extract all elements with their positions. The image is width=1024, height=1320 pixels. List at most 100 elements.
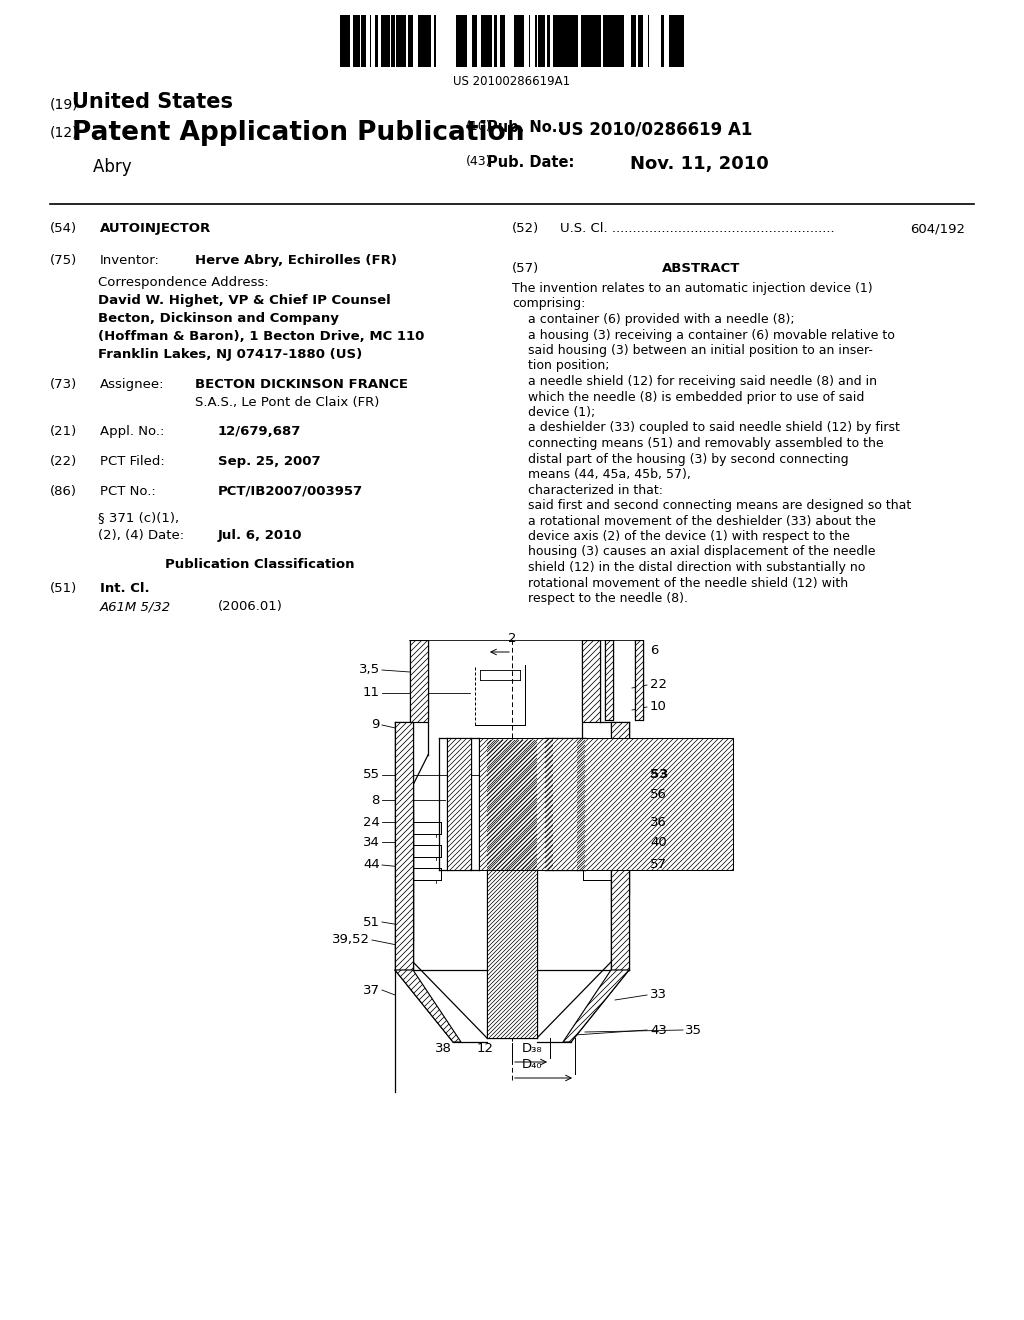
Text: 57: 57 bbox=[650, 858, 667, 871]
Bar bbox=[345, 15, 346, 67]
Text: Sep. 25, 2007: Sep. 25, 2007 bbox=[218, 455, 321, 469]
Text: housing (3) causes an axial displacement of the needle: housing (3) causes an axial displacement… bbox=[512, 545, 876, 558]
Bar bbox=[563, 15, 566, 67]
Bar bbox=[361, 15, 367, 67]
Text: 3,5: 3,5 bbox=[358, 664, 380, 676]
Polygon shape bbox=[563, 970, 629, 1041]
Bar bbox=[426, 15, 428, 67]
Bar bbox=[631, 15, 633, 67]
Text: (2006.01): (2006.01) bbox=[218, 601, 283, 612]
Bar bbox=[638, 15, 641, 67]
Bar bbox=[396, 15, 399, 67]
Text: (21): (21) bbox=[50, 425, 77, 438]
Text: Correspondence Address:: Correspondence Address: bbox=[98, 276, 268, 289]
Text: 44: 44 bbox=[364, 858, 380, 871]
Text: (2), (4) Date:: (2), (4) Date: bbox=[98, 529, 184, 543]
Text: 10: 10 bbox=[650, 701, 667, 714]
Bar bbox=[570, 15, 571, 67]
Text: U.S. Cl. ......................................................: U.S. Cl. ...............................… bbox=[560, 222, 835, 235]
Text: PCT/IB2007/003957: PCT/IB2007/003957 bbox=[218, 484, 364, 498]
Bar bbox=[484, 15, 487, 67]
Text: D₃₈: D₃₈ bbox=[522, 1041, 543, 1055]
Text: S.A.S., Le Pont de Claix (FR): S.A.S., Le Pont de Claix (FR) bbox=[195, 396, 379, 409]
Bar bbox=[673, 15, 674, 67]
Text: Nov. 11, 2010: Nov. 11, 2010 bbox=[630, 154, 769, 173]
Polygon shape bbox=[635, 640, 643, 719]
Bar bbox=[641, 15, 643, 67]
Bar bbox=[418, 15, 421, 67]
Text: 40: 40 bbox=[650, 836, 667, 849]
Bar bbox=[464, 15, 467, 67]
Bar bbox=[399, 15, 402, 67]
Text: United States: United States bbox=[72, 92, 233, 112]
Bar bbox=[424, 15, 426, 67]
Bar bbox=[611, 15, 614, 67]
Text: PCT No.:: PCT No.: bbox=[100, 484, 156, 498]
Text: AUTOINJECTOR: AUTOINJECTOR bbox=[100, 222, 211, 235]
Bar bbox=[456, 15, 461, 67]
Text: 53: 53 bbox=[650, 768, 669, 781]
Bar bbox=[635, 15, 636, 67]
Bar bbox=[588, 15, 592, 67]
Bar bbox=[377, 15, 378, 67]
Text: (52): (52) bbox=[512, 222, 540, 235]
Text: a housing (3) receiving a container (6) movable relative to: a housing (3) receiving a container (6) … bbox=[512, 329, 895, 342]
Text: § 371 (c)(1),: § 371 (c)(1), bbox=[98, 511, 179, 524]
Bar bbox=[358, 15, 359, 67]
Text: tion position;: tion position; bbox=[512, 359, 609, 372]
Text: PCT Filed:: PCT Filed: bbox=[100, 455, 165, 469]
Bar bbox=[555, 15, 557, 67]
Text: 8: 8 bbox=[372, 793, 380, 807]
Text: 39,52: 39,52 bbox=[332, 933, 370, 946]
Bar bbox=[540, 15, 542, 67]
Polygon shape bbox=[487, 741, 537, 1038]
Text: (57): (57) bbox=[512, 261, 540, 275]
Bar bbox=[480, 15, 484, 67]
Bar bbox=[679, 15, 684, 67]
Text: The invention relates to an automatic injection device (1): The invention relates to an automatic in… bbox=[512, 282, 872, 294]
Polygon shape bbox=[410, 640, 428, 722]
Text: (22): (22) bbox=[50, 455, 77, 469]
Bar bbox=[528, 15, 530, 67]
Text: 12/679,687: 12/679,687 bbox=[218, 425, 301, 438]
Text: Publication Classification: Publication Classification bbox=[165, 558, 354, 572]
Text: comprising:: comprising: bbox=[512, 297, 586, 310]
Bar bbox=[592, 15, 595, 67]
Bar bbox=[633, 15, 635, 67]
Bar bbox=[617, 15, 622, 67]
Bar bbox=[488, 15, 493, 67]
Bar bbox=[434, 15, 436, 67]
Bar bbox=[674, 15, 679, 67]
Bar bbox=[408, 15, 411, 67]
Text: rotational movement of the needle shield (12) with: rotational movement of the needle shield… bbox=[512, 577, 848, 590]
Bar bbox=[353, 15, 358, 67]
Text: Becton, Dickinson and Company: Becton, Dickinson and Company bbox=[98, 312, 339, 325]
Bar bbox=[647, 15, 649, 67]
Text: 604/192: 604/192 bbox=[910, 222, 965, 235]
Polygon shape bbox=[582, 640, 600, 722]
Bar bbox=[517, 15, 518, 67]
Text: (86): (86) bbox=[50, 484, 77, 498]
Bar bbox=[428, 15, 431, 67]
Text: a needle shield (12) for receiving said needle (8) and in: a needle shield (12) for receiving said … bbox=[512, 375, 877, 388]
Text: 34: 34 bbox=[364, 836, 380, 849]
Bar bbox=[501, 15, 502, 67]
Bar bbox=[472, 15, 475, 67]
Text: 38: 38 bbox=[434, 1041, 452, 1055]
Bar bbox=[558, 15, 563, 67]
Text: said first and second connecting means are designed so that: said first and second connecting means a… bbox=[512, 499, 911, 512]
Bar bbox=[522, 15, 523, 67]
Text: Patent Application Publication: Patent Application Publication bbox=[72, 120, 524, 147]
Text: said housing (3) between an initial position to an inser-: said housing (3) between an initial posi… bbox=[512, 345, 872, 356]
Text: 9: 9 bbox=[372, 718, 380, 731]
Bar bbox=[514, 15, 517, 67]
Bar bbox=[375, 15, 377, 67]
Bar bbox=[381, 15, 383, 67]
Text: device (1);: device (1); bbox=[512, 407, 595, 418]
Text: (12): (12) bbox=[50, 125, 79, 140]
Text: (43): (43) bbox=[466, 154, 492, 168]
Text: Franklin Lakes, NJ 07417-1880 (US): Franklin Lakes, NJ 07417-1880 (US) bbox=[98, 348, 362, 360]
Bar bbox=[346, 15, 348, 67]
Bar bbox=[614, 15, 616, 67]
Text: 33: 33 bbox=[650, 989, 667, 1002]
